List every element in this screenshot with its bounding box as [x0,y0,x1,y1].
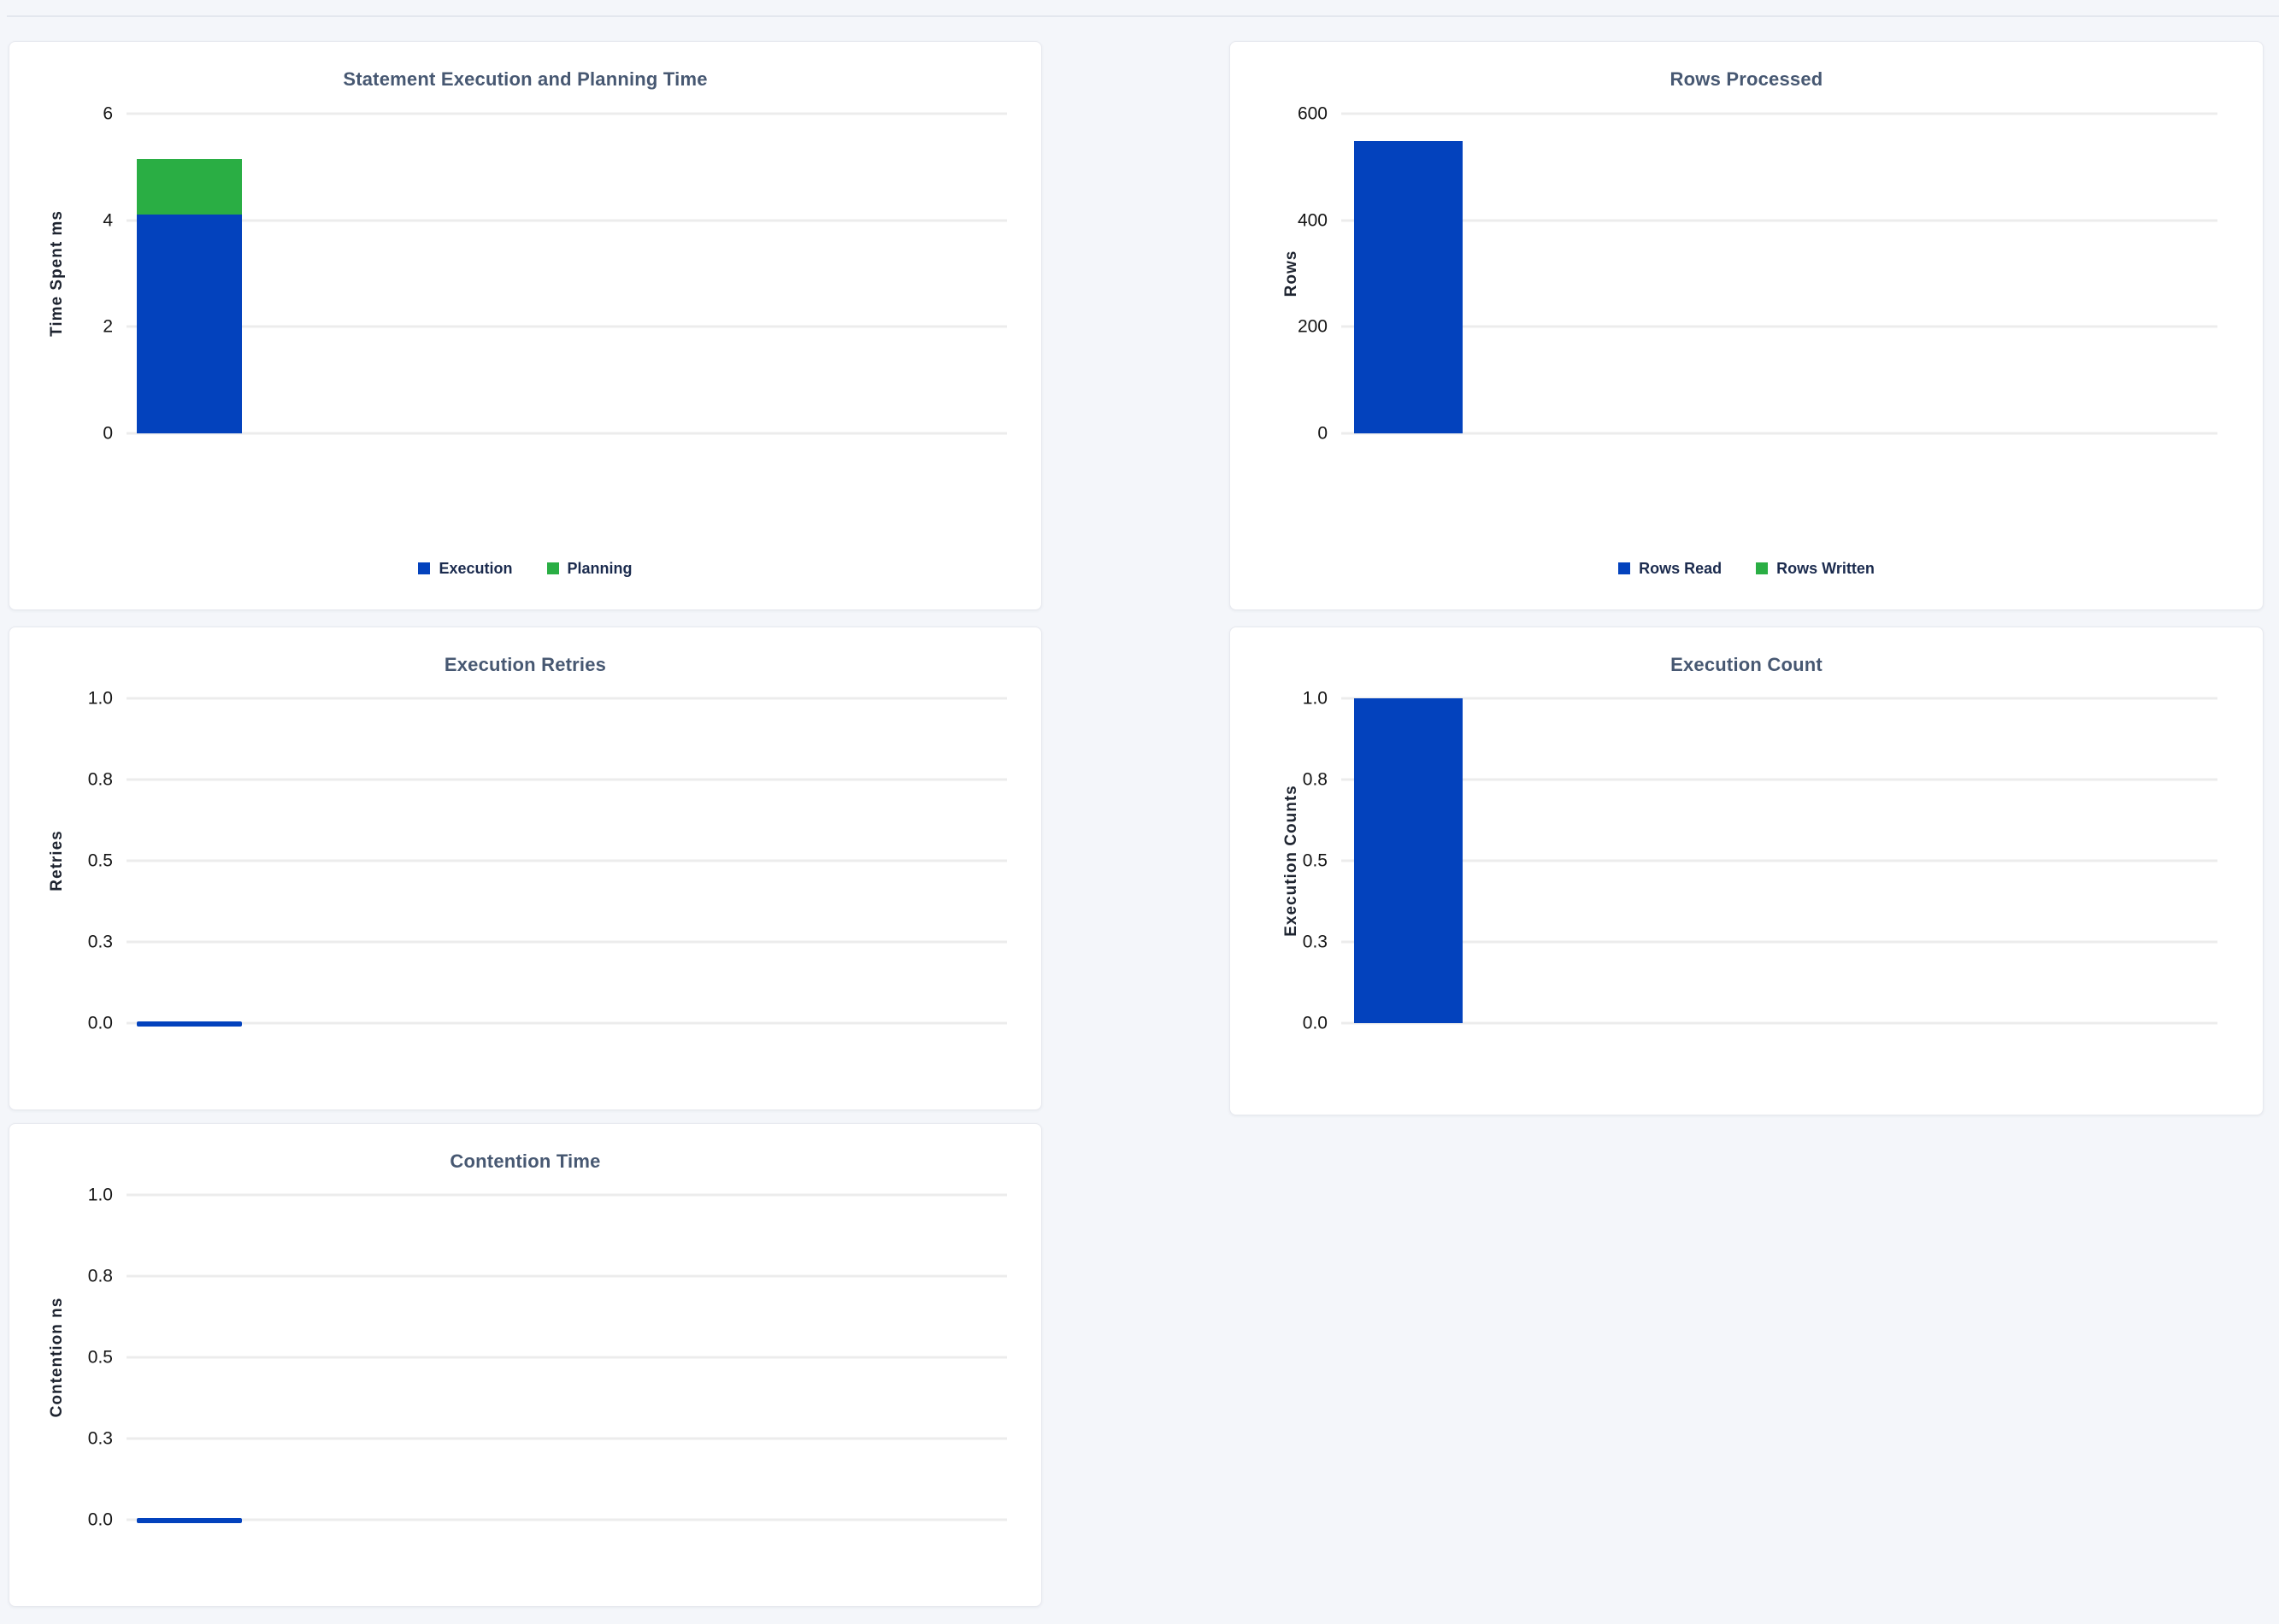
legend-label: Rows Read [1639,560,1722,577]
gridline [1341,859,2217,862]
y-tick: 0.0 [87,1509,113,1530]
plot-area [1341,697,2217,1025]
gridline [127,325,1007,328]
gridline [127,112,1007,115]
bar-execution-count [1354,698,1463,1023]
y-tick: 0.8 [87,1266,113,1286]
y-tick: 0.3 [87,932,113,952]
plot-area [1341,112,2217,435]
y-tick: 4 [103,210,113,231]
y-tick: 0.8 [87,769,113,790]
y-tick: 0.5 [87,850,113,871]
zero-value-bar [137,1021,242,1027]
bar-group [127,114,1007,433]
chart-card-execution-retries: Execution Retries Retries 1.0 0.8 0.5 0.… [9,627,1042,1110]
legend-swatch-rows-read [1618,562,1631,574]
gridline [1341,697,2217,700]
bar-group [1341,698,2217,1023]
zero-value-bar [137,1518,242,1523]
y-tick: 600 [1297,103,1328,124]
gridline [1341,940,2217,944]
y-tick: 0.5 [1302,850,1328,871]
legend-swatch-planning [546,562,559,574]
chart-title: Rows Processed [1670,68,1823,90]
chart-legend: Execution Planning [9,558,1041,579]
y-tick: 6 [103,103,113,124]
bar-rows-read [1354,141,1463,433]
gridline [127,219,1007,222]
gridline [1341,325,2217,328]
y-tick: 1.0 [87,688,113,709]
legend-swatch-execution [418,562,431,574]
chart-title: Contention Time [450,1150,601,1172]
chart-card-statement-execution-planning-time: Statement Execution and Planning Time Ti… [9,41,1042,610]
legend-label: Rows Written [1776,560,1875,577]
gridline [1341,1021,2217,1025]
y-tick: 0.5 [87,1347,113,1368]
gridline [127,697,1007,700]
y-tick: 0 [1317,423,1328,444]
y-axis-ticks: 600 400 200 0 [1230,105,1341,443]
y-tick: 1.0 [1302,688,1328,709]
gridline [127,778,1007,781]
bar-group [1341,114,2217,433]
plot-area [127,112,1007,435]
gridline [127,1021,1007,1025]
y-tick: 2 [103,316,113,337]
chart-card-rows-processed: Rows Processed Rows 600 400 200 0 Rows R… [1229,41,2264,610]
legend-item-rows-written: Rows Written [1756,561,1875,576]
y-axis-ticks: 1.0 0.8 0.5 0.3 0.0 [9,1186,127,1529]
plot-area [127,697,1007,1027]
y-tick: 400 [1297,210,1328,231]
gridline [127,432,1007,435]
y-tick: 0 [103,423,113,444]
legend-item-planning: Planning [546,560,633,577]
gridline [127,1518,1007,1521]
legend-label: Planning [567,560,633,577]
bar-execution [137,215,242,433]
y-tick: 1.0 [87,1185,113,1205]
y-tick: 0.3 [1302,932,1328,952]
gridline [127,859,1007,862]
legend-item-rows-read: Rows Read [1618,561,1722,576]
chart-card-execution-count: Execution Count Execution Counts 1.0 0.8… [1229,627,2264,1115]
gridline [1341,778,2217,781]
y-axis-ticks: 1.0 0.8 0.5 0.3 0.0 [9,690,127,1033]
chart-card-contention-time: Contention Time Contention ns 1.0 0.8 0.… [9,1123,1042,1607]
y-tick: 200 [1297,316,1328,337]
legend-label: Execution [439,560,513,577]
gridline [1341,432,2217,435]
gridline [1341,112,2217,115]
chart-legend: Rows Read Rows Written [1230,558,2263,579]
chart-title: Statement Execution and Planning Time [343,68,708,90]
gridline [127,1274,1007,1278]
chart-title: Execution Count [1670,654,1823,675]
legend-item-execution: Execution [418,560,513,577]
gridline [127,940,1007,944]
top-divider [7,15,2279,17]
y-axis-ticks: 1.0 0.8 0.5 0.3 0.0 [1230,690,1341,1033]
gridline [127,1437,1007,1440]
bar-planning [137,159,242,215]
y-axis-ticks: 6 4 2 0 [9,105,127,443]
plot-area [127,1193,1007,1523]
y-tick: 0.0 [87,1013,113,1033]
y-tick: 0.0 [1302,1013,1328,1033]
gridline [127,1193,1007,1197]
legend-swatch-rows-written [1756,562,1769,574]
gridline [127,1356,1007,1359]
y-tick: 0.3 [87,1428,113,1449]
chart-title: Execution Retries [444,654,607,675]
y-tick: 0.8 [1302,769,1328,790]
gridline [1341,219,2217,222]
